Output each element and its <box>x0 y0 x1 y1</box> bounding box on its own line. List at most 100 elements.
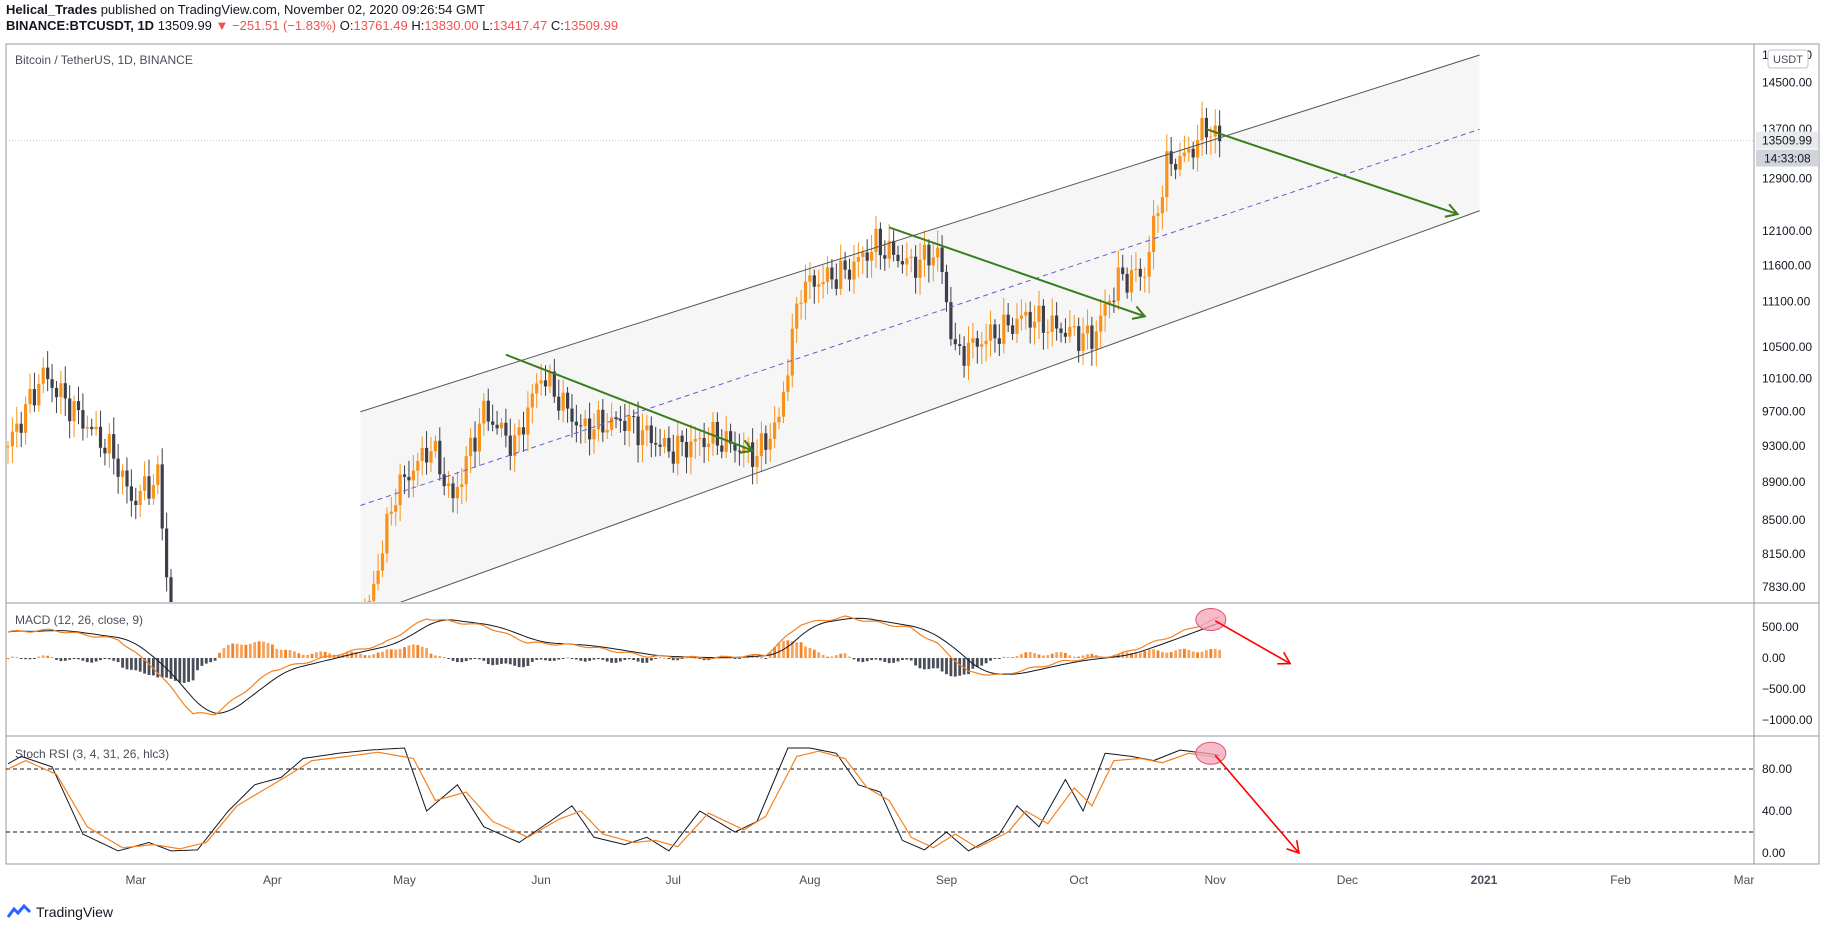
candle-body <box>315 680 318 695</box>
candle-body <box>134 500 138 505</box>
time-tick-label: 2021 <box>1471 873 1498 887</box>
last-price-tag <box>1756 131 1818 149</box>
candle-body <box>843 260 847 270</box>
candle-body <box>825 267 830 283</box>
candle-body <box>429 451 433 463</box>
macd-histogram-bar <box>967 658 970 675</box>
macd-histogram-bar <box>191 658 195 681</box>
candle-body <box>557 396 561 411</box>
candle-body <box>508 435 512 456</box>
macd-histogram-bar <box>773 647 776 658</box>
macd-histogram-bar <box>460 658 464 663</box>
macd-histogram-bar <box>394 649 398 658</box>
candle-body <box>962 346 966 366</box>
green-arrow-3-shaft <box>1206 128 1458 216</box>
macd-histogram-bar <box>1015 655 1019 658</box>
time-tick-label: Nov <box>1205 873 1226 887</box>
candle-body <box>402 474 407 477</box>
candle-body <box>759 433 763 457</box>
macd-histogram-bar <box>284 649 287 658</box>
macd-histogram-bar <box>526 658 530 666</box>
macd-histogram-bar <box>310 653 314 658</box>
macd-histogram-bar <box>1006 657 1010 658</box>
candle-body <box>138 490 142 505</box>
macd-histogram-bar <box>570 658 574 659</box>
macd-histogram-bar <box>508 658 512 665</box>
candle-body <box>627 416 631 431</box>
currency-badge <box>1767 49 1809 69</box>
macd-histogram-bar <box>1147 649 1151 658</box>
candle-body <box>755 456 759 467</box>
candle-body <box>693 439 697 442</box>
candle-body <box>530 393 534 408</box>
macd-histogram-bar <box>552 658 556 661</box>
candle-body <box>231 820 234 826</box>
macd-histogram-bar <box>434 655 437 658</box>
macd-histogram-bar <box>883 658 887 662</box>
red-arrow-2-shaft <box>1214 754 1300 854</box>
candle-body <box>1187 148 1191 153</box>
macd-histogram-bar <box>37 656 41 658</box>
macd-histogram-bar <box>742 657 746 659</box>
candle-body <box>367 600 371 602</box>
candle-body <box>288 691 291 692</box>
candle-body <box>24 404 28 433</box>
macd-histogram-bar <box>1077 656 1081 658</box>
candle-body <box>517 427 521 436</box>
time-tick-label: Apr <box>263 873 282 887</box>
price-tick-label: 9700.00 <box>1762 405 1806 419</box>
author-name[interactable]: Helical_Trades <box>6 2 98 17</box>
candle-body <box>359 623 362 636</box>
candle-body <box>1094 331 1098 349</box>
macd-histogram-bar <box>901 658 904 660</box>
highlight-ellipse-2 <box>1195 741 1227 765</box>
candle-body <box>416 461 420 471</box>
macd-histogram-bar <box>381 651 384 658</box>
macd-histogram-bar <box>623 658 627 660</box>
candle-body <box>949 302 953 340</box>
macd-histogram-bar <box>174 658 177 681</box>
candle-body <box>147 476 151 499</box>
macd-histogram-bar <box>539 658 543 660</box>
macd-histogram-bar <box>1002 656 1006 658</box>
candle-body <box>953 339 957 345</box>
candle-body <box>1165 151 1169 198</box>
macd-histogram-bar <box>830 656 834 658</box>
macd-histogram-bar <box>843 653 847 658</box>
candle-body <box>394 505 398 512</box>
candle-body <box>98 426 103 448</box>
candle-body <box>526 407 530 435</box>
candle-body <box>1200 117 1204 141</box>
macd-histogram-bar <box>949 658 953 677</box>
macd-histogram-bar <box>389 649 393 658</box>
stoch-tick-label: 0.00 <box>1762 846 1786 860</box>
macd-histogram-bar <box>870 658 873 660</box>
stoch-label: Stoch RSI (3, 4, 31, 26, hlc3) <box>15 747 169 761</box>
tradingview-footer[interactable]: TradingView <box>6 904 113 920</box>
candle-body <box>1055 315 1059 329</box>
macd-histogram-bar <box>931 658 935 669</box>
candle-body <box>1006 314 1010 326</box>
macd-histogram-bar <box>597 658 600 660</box>
candle-body <box>640 430 645 446</box>
candle-body <box>438 440 442 475</box>
macd-histogram-bar <box>200 658 204 666</box>
green-arrow-2-shaft <box>888 226 1146 318</box>
candle-body <box>103 447 107 454</box>
candle-body <box>1002 314 1006 344</box>
candle-body <box>90 426 94 430</box>
macd-pane <box>6 608 1292 716</box>
macd-histogram-bar <box>887 658 891 664</box>
candle-body <box>662 437 667 447</box>
macd-histogram-bar <box>478 658 481 660</box>
macd-histogram-bar <box>1042 655 1045 658</box>
macd-histogram-bar <box>548 658 552 661</box>
open-value: 13761.49 <box>353 18 408 33</box>
candle-body <box>830 267 834 280</box>
candle-body <box>499 422 504 429</box>
macd-histogram-bar <box>627 658 631 660</box>
macd-histogram-bar <box>279 649 283 658</box>
macd-histogram-bar <box>575 658 578 660</box>
candle-body <box>337 660 340 671</box>
